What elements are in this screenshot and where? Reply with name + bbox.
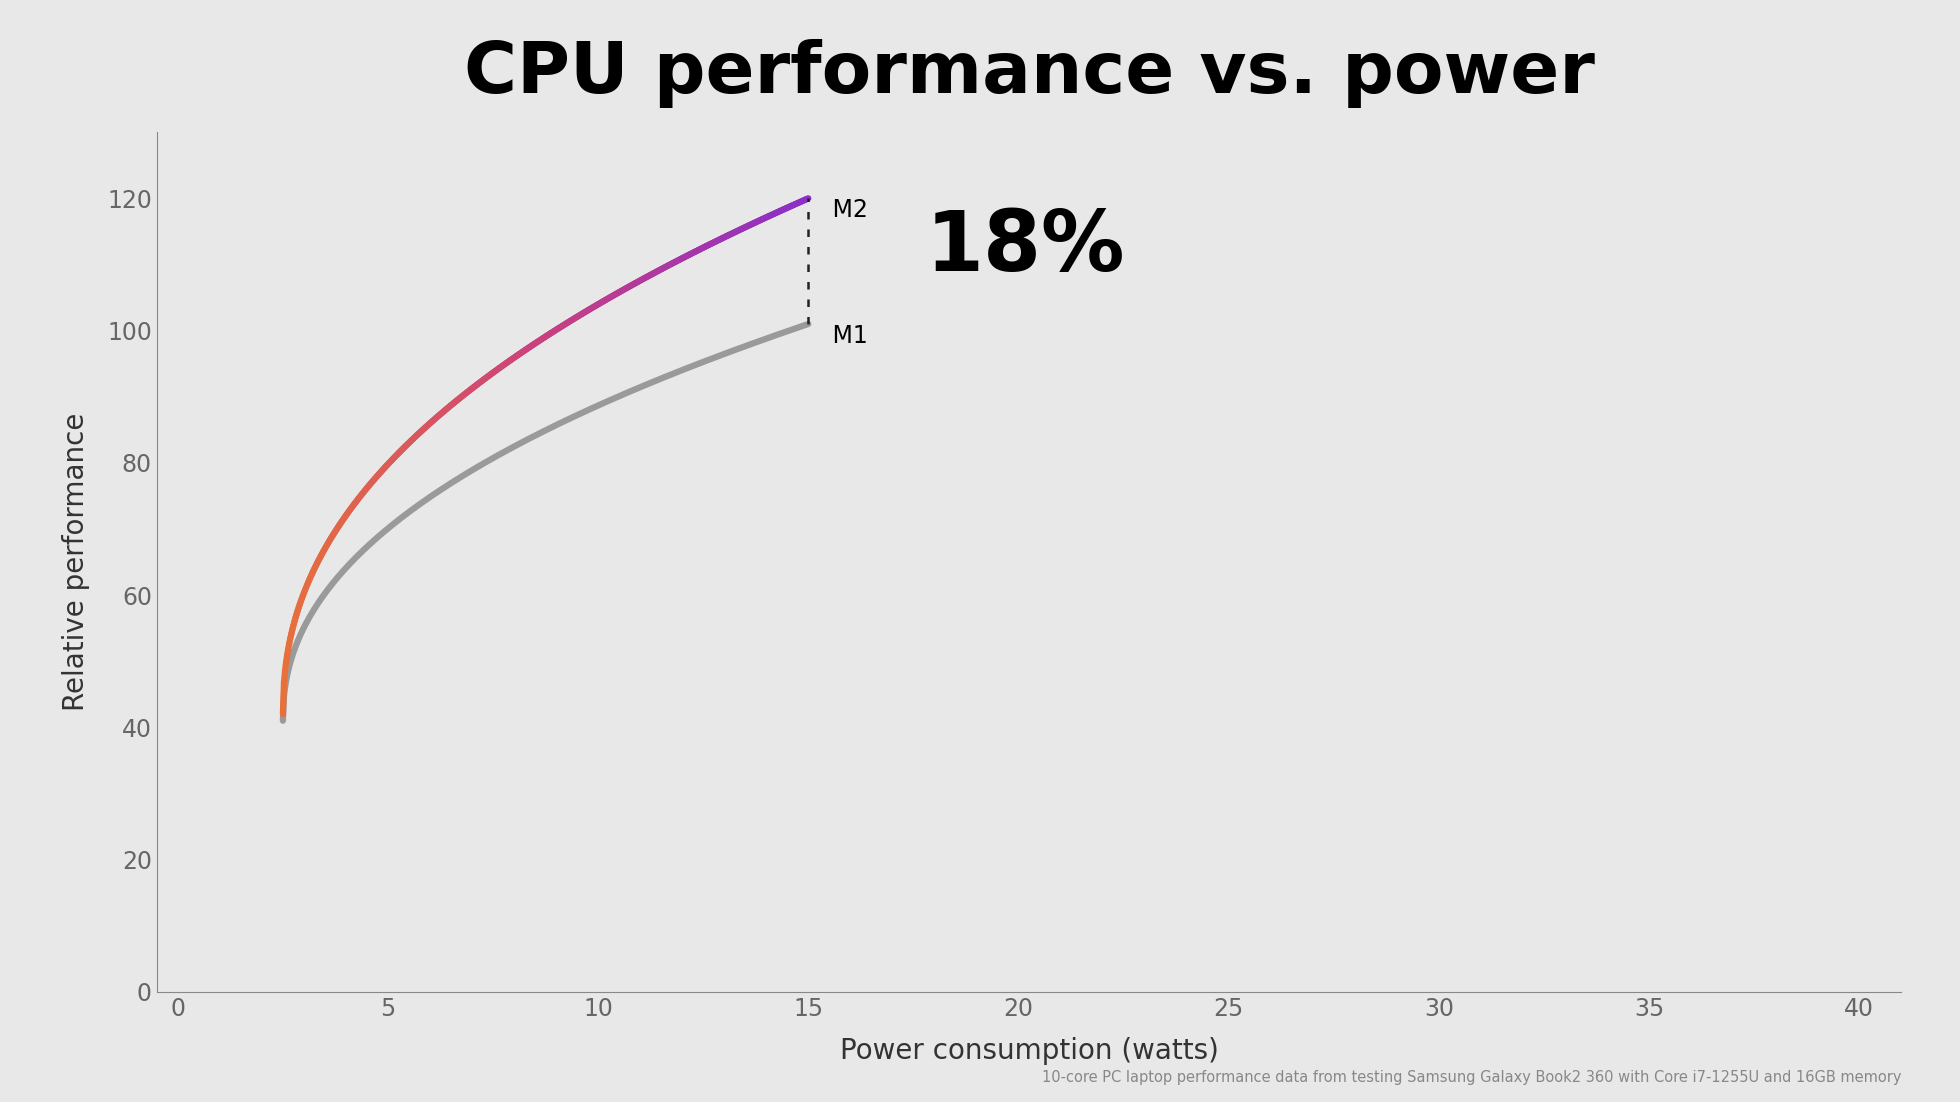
Title: CPU performance vs. power: CPU performance vs. power	[465, 40, 1593, 108]
X-axis label: Power consumption (watts): Power consumption (watts)	[839, 1037, 1219, 1066]
Text: 10-core PC laptop performance data from testing Samsung Galaxy Book2 360 with Co: 10-core PC laptop performance data from …	[1041, 1070, 1901, 1085]
Text: M1: M1	[825, 324, 868, 348]
Y-axis label: Relative performance: Relative performance	[63, 413, 90, 711]
Text: 18%: 18%	[925, 207, 1125, 289]
Text: M2: M2	[825, 198, 868, 223]
